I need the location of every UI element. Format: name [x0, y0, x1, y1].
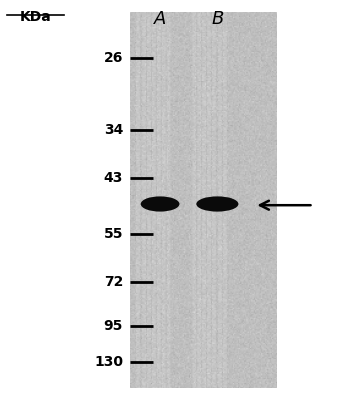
- Text: 26: 26: [104, 51, 123, 65]
- Ellipse shape: [196, 196, 239, 212]
- Ellipse shape: [203, 197, 232, 200]
- Text: 43: 43: [104, 171, 123, 185]
- Text: 34: 34: [104, 123, 123, 137]
- Ellipse shape: [141, 196, 179, 212]
- Text: 72: 72: [104, 275, 123, 289]
- Text: A: A: [154, 10, 166, 28]
- Ellipse shape: [147, 197, 174, 200]
- Text: 95: 95: [104, 319, 123, 333]
- Text: 130: 130: [94, 355, 123, 369]
- Text: 55: 55: [103, 227, 123, 241]
- Text: B: B: [211, 10, 223, 28]
- Text: KDa: KDa: [20, 10, 51, 24]
